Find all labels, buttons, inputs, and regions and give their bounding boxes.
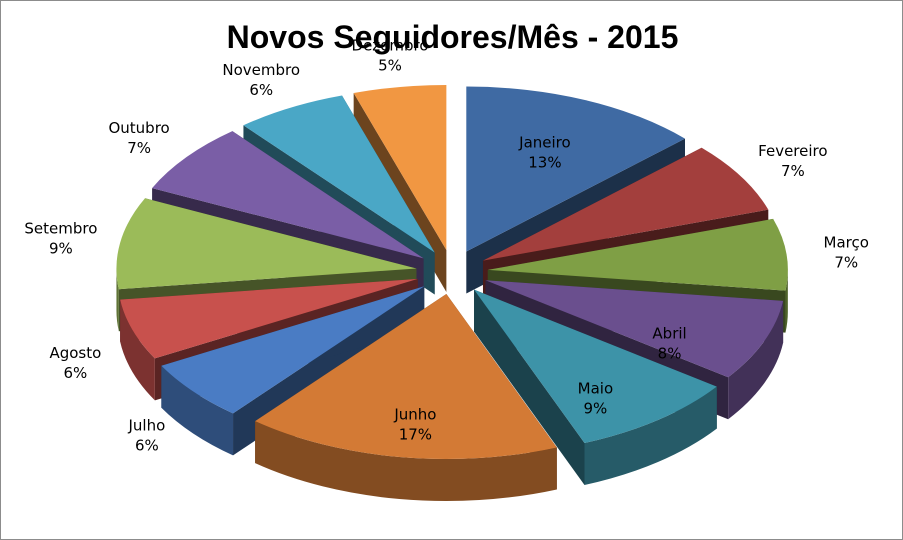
slice-label-abril: Abril 8% — [652, 324, 686, 362]
slice-label-setembro: Setembro 9% — [24, 220, 97, 258]
chart-title: Novos Seguidores/Mês - 2015 — [226, 19, 679, 55]
slice-label-fevereiro: Fevereiro 7% — [758, 142, 827, 180]
slice-label-janeiro: Janeiro 13% — [518, 134, 571, 172]
slice-label-dezembro: Dezembro 5% — [352, 36, 429, 74]
slice-label-agosto: Agosto 6% — [49, 344, 101, 382]
slice-label-junho: Junho 17% — [393, 406, 436, 444]
slice-label-novembro: Novembro 6% — [222, 61, 300, 99]
slice-label-março: Março 7% — [824, 233, 869, 271]
pie-slice-junho — [255, 294, 557, 502]
pie-slice-maio — [474, 289, 717, 486]
slice-label-julho: Julho 6% — [127, 416, 165, 454]
slice-label-maio: Maio 9% — [578, 380, 613, 418]
slice-label-outubro: Outubro 7% — [108, 119, 169, 157]
